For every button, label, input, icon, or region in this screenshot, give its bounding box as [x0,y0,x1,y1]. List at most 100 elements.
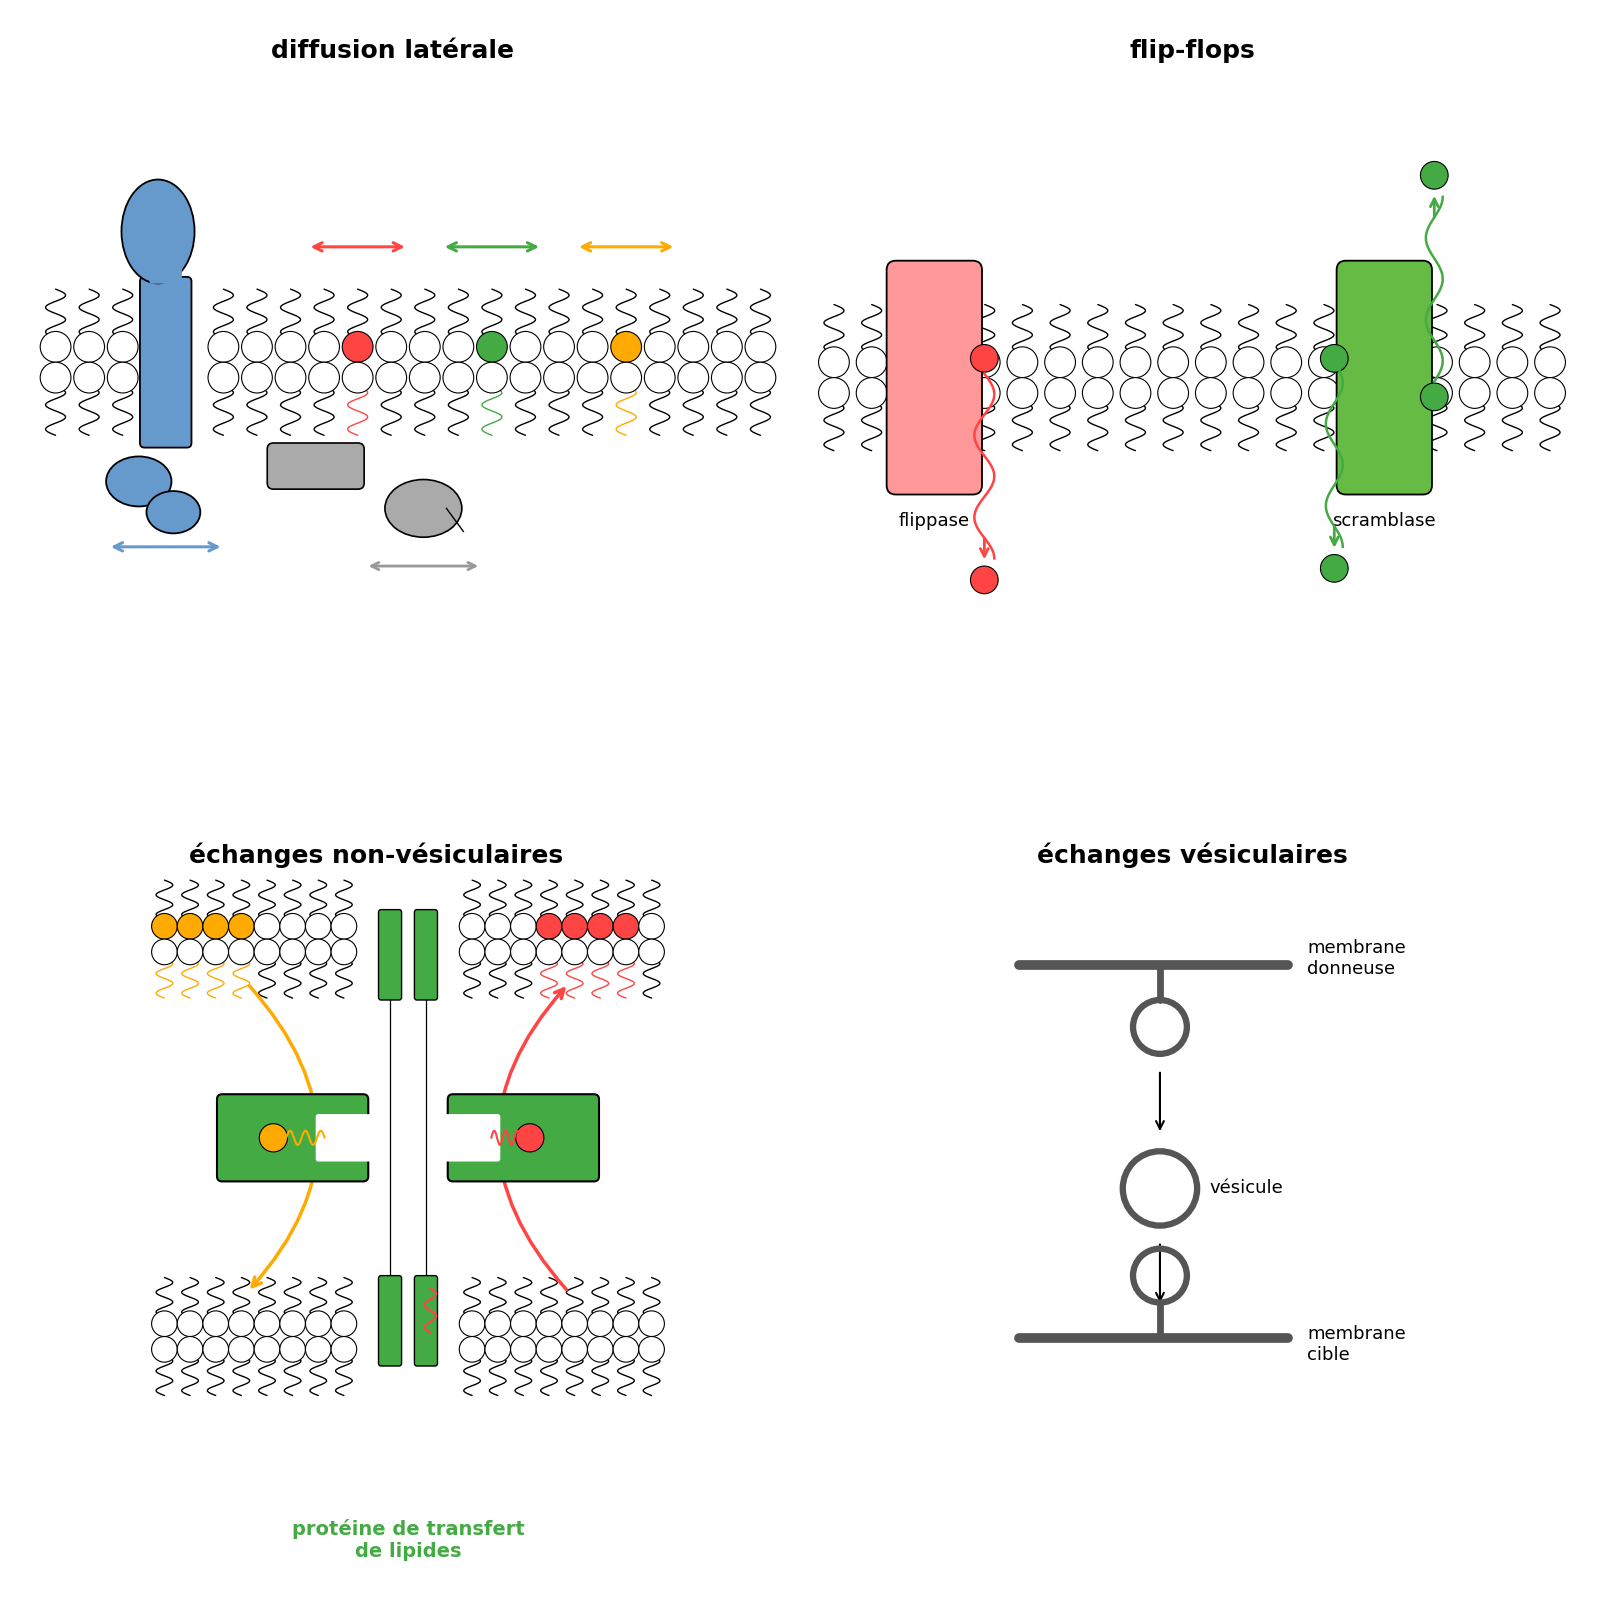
Circle shape [562,1337,587,1363]
Ellipse shape [106,457,171,507]
Circle shape [587,940,613,965]
FancyBboxPatch shape [1336,261,1432,494]
Circle shape [306,914,331,940]
FancyBboxPatch shape [267,442,365,489]
Circle shape [1006,378,1038,409]
Circle shape [1422,378,1453,409]
Circle shape [459,940,485,965]
FancyBboxPatch shape [414,1276,437,1366]
Circle shape [510,940,536,965]
Circle shape [485,1337,510,1363]
Circle shape [275,331,306,362]
Circle shape [203,940,229,965]
Circle shape [1234,348,1264,378]
Circle shape [587,1311,613,1337]
Circle shape [107,362,138,393]
Circle shape [638,1311,664,1337]
Circle shape [1534,348,1565,378]
Circle shape [229,940,254,965]
Circle shape [331,1311,357,1337]
Circle shape [259,1123,288,1152]
Circle shape [510,362,541,393]
Circle shape [1309,348,1339,378]
Circle shape [638,940,664,965]
Circle shape [562,914,587,940]
Circle shape [1498,378,1528,409]
FancyBboxPatch shape [443,1113,501,1162]
Circle shape [544,362,574,393]
Circle shape [819,378,850,409]
Circle shape [74,331,104,362]
Circle shape [443,362,474,393]
Circle shape [203,1311,229,1337]
Circle shape [1158,378,1189,409]
Circle shape [613,1337,638,1363]
FancyBboxPatch shape [886,261,982,494]
Circle shape [229,1337,254,1363]
Circle shape [1421,383,1448,410]
Text: flip-flops: flip-flops [1130,39,1254,63]
Circle shape [613,940,638,965]
FancyBboxPatch shape [315,1113,373,1162]
Circle shape [477,331,507,362]
Circle shape [331,940,357,965]
Circle shape [152,914,178,940]
Circle shape [254,940,280,965]
Circle shape [242,331,272,362]
Circle shape [306,940,331,965]
Circle shape [1534,378,1565,409]
Circle shape [1270,378,1302,409]
Ellipse shape [122,180,195,283]
Circle shape [645,331,675,362]
Circle shape [485,940,510,965]
Circle shape [613,1311,638,1337]
Circle shape [856,348,886,378]
Circle shape [40,362,70,393]
Circle shape [376,362,406,393]
Circle shape [562,1311,587,1337]
Text: membrane
donneuse: membrane donneuse [1307,940,1406,978]
Circle shape [578,362,608,393]
Circle shape [536,1311,562,1337]
Circle shape [1082,378,1114,409]
Text: membrane
cible: membrane cible [1307,1324,1406,1363]
Circle shape [1120,348,1150,378]
FancyBboxPatch shape [379,909,402,1001]
Circle shape [178,1337,203,1363]
Circle shape [178,914,203,940]
Circle shape [1195,348,1226,378]
Circle shape [280,1311,306,1337]
Circle shape [254,914,280,940]
Circle shape [544,331,574,362]
Circle shape [203,1337,229,1363]
Circle shape [306,1337,331,1363]
Circle shape [152,940,178,965]
Circle shape [376,331,406,362]
Circle shape [1006,348,1038,378]
Text: échanges non-vésiculaires: échanges non-vésiculaires [189,843,563,869]
Circle shape [306,1311,331,1337]
Circle shape [74,362,104,393]
Circle shape [1498,348,1528,378]
Circle shape [712,331,742,362]
Circle shape [443,331,474,362]
Text: flippase: flippase [899,512,970,531]
Circle shape [254,1311,280,1337]
Circle shape [971,566,998,594]
Text: diffusion latérale: diffusion latérale [270,39,514,63]
Circle shape [1270,348,1302,378]
Circle shape [536,914,562,940]
Circle shape [678,331,709,362]
Circle shape [477,362,507,393]
Circle shape [712,362,742,393]
Circle shape [613,914,638,940]
Circle shape [1320,344,1349,372]
Circle shape [1459,348,1490,378]
FancyBboxPatch shape [218,1094,368,1181]
Circle shape [1459,378,1490,409]
Circle shape [1045,348,1075,378]
Circle shape [459,914,485,940]
Circle shape [510,1337,536,1363]
Circle shape [331,1337,357,1363]
Circle shape [638,914,664,940]
